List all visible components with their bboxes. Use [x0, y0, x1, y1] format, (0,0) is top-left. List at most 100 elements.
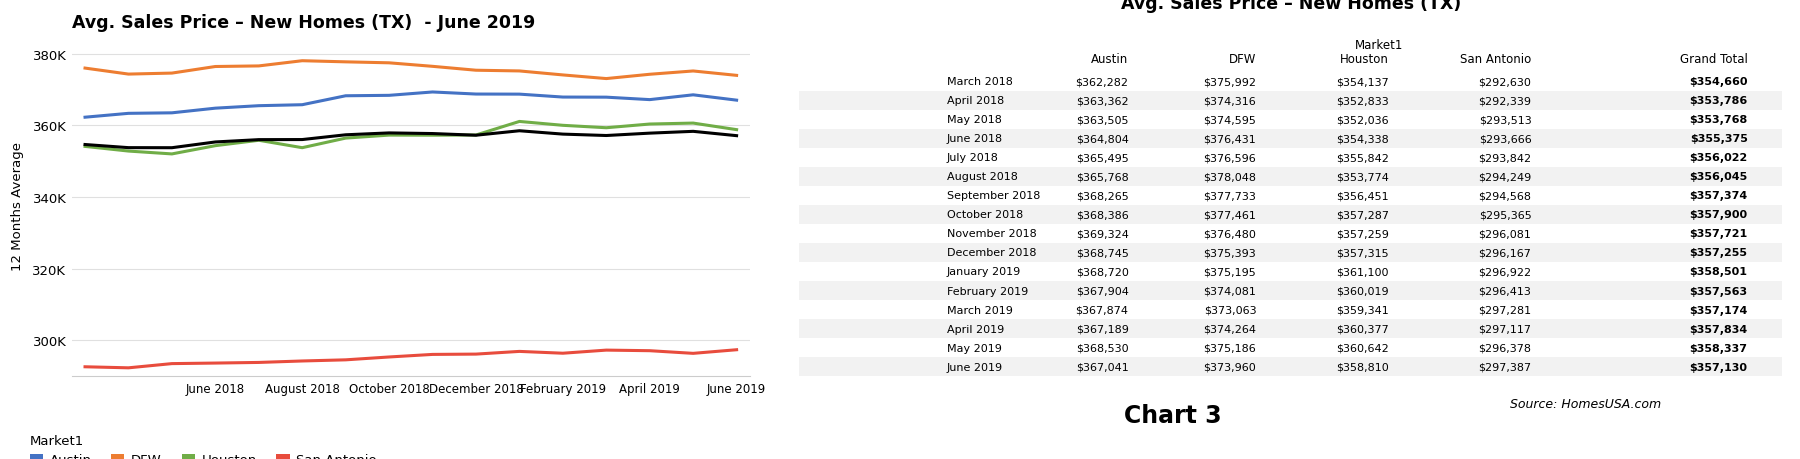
Text: June 2018: June 2018 — [947, 134, 1003, 144]
Text: $355,842: $355,842 — [1336, 153, 1390, 163]
Text: $361,100: $361,100 — [1336, 267, 1390, 277]
Text: December 2018: December 2018 — [947, 248, 1037, 258]
Text: $357,259: $357,259 — [1336, 229, 1390, 239]
FancyBboxPatch shape — [799, 73, 1782, 91]
Text: $374,316: $374,316 — [1204, 96, 1256, 106]
Text: September 2018: September 2018 — [947, 191, 1040, 201]
Text: $368,530: $368,530 — [1076, 343, 1129, 353]
Text: $296,413: $296,413 — [1478, 286, 1532, 296]
Text: $357,563: $357,563 — [1690, 286, 1748, 296]
Text: $367,874: $367,874 — [1076, 305, 1129, 315]
Text: $296,167: $296,167 — [1478, 248, 1532, 258]
Text: April 2018: April 2018 — [947, 96, 1004, 106]
Text: October 2018: October 2018 — [947, 210, 1022, 220]
FancyBboxPatch shape — [799, 168, 1782, 186]
Text: $297,117: $297,117 — [1478, 324, 1532, 334]
FancyBboxPatch shape — [799, 338, 1782, 358]
Text: $368,265: $368,265 — [1076, 191, 1129, 201]
Legend: Austin, DFW, Houston, San Antonio: Austin, DFW, Houston, San Antonio — [25, 429, 382, 459]
Text: $354,137: $354,137 — [1336, 77, 1390, 87]
Text: $292,630: $292,630 — [1478, 77, 1532, 87]
FancyBboxPatch shape — [799, 243, 1782, 263]
Text: $357,174: $357,174 — [1688, 305, 1748, 315]
Text: $357,721: $357,721 — [1690, 229, 1748, 239]
Text: Chart 3: Chart 3 — [1123, 403, 1222, 427]
Text: Market1: Market1 — [1355, 39, 1404, 52]
Text: $363,362: $363,362 — [1076, 96, 1129, 106]
Text: $295,365: $295,365 — [1478, 210, 1532, 220]
FancyBboxPatch shape — [799, 281, 1782, 300]
FancyBboxPatch shape — [799, 129, 1782, 148]
Text: $293,666: $293,666 — [1478, 134, 1532, 144]
Y-axis label: 12 Months Average: 12 Months Average — [11, 142, 23, 271]
FancyBboxPatch shape — [799, 358, 1782, 376]
Text: $356,045: $356,045 — [1690, 172, 1748, 182]
FancyBboxPatch shape — [799, 186, 1782, 205]
Text: $297,387: $297,387 — [1478, 362, 1532, 372]
Text: May 2018: May 2018 — [947, 115, 1001, 125]
Text: $357,315: $357,315 — [1336, 248, 1390, 258]
Text: $357,374: $357,374 — [1690, 191, 1748, 201]
Text: $360,642: $360,642 — [1336, 343, 1390, 353]
Text: $363,505: $363,505 — [1076, 115, 1129, 125]
Text: $354,338: $354,338 — [1336, 134, 1390, 144]
Text: $356,451: $356,451 — [1336, 191, 1390, 201]
Text: May 2019: May 2019 — [947, 343, 1001, 353]
Text: $359,341: $359,341 — [1336, 305, 1390, 315]
Text: $368,386: $368,386 — [1076, 210, 1129, 220]
Text: $360,377: $360,377 — [1336, 324, 1390, 334]
Text: $293,513: $293,513 — [1478, 115, 1532, 125]
Text: $293,842: $293,842 — [1478, 153, 1532, 163]
Text: June 2019: June 2019 — [947, 362, 1003, 372]
Text: $378,048: $378,048 — [1204, 172, 1256, 182]
FancyBboxPatch shape — [799, 205, 1782, 224]
Text: Houston: Houston — [1339, 53, 1390, 66]
FancyBboxPatch shape — [799, 263, 1782, 281]
Text: $376,431: $376,431 — [1204, 134, 1256, 144]
Text: $374,264: $374,264 — [1204, 324, 1256, 334]
Text: $352,833: $352,833 — [1336, 96, 1390, 106]
Text: $358,810: $358,810 — [1336, 362, 1390, 372]
Text: $358,337: $358,337 — [1690, 343, 1748, 353]
Text: March 2018: March 2018 — [947, 77, 1013, 87]
Text: $352,036: $352,036 — [1336, 115, 1390, 125]
Text: $360,019: $360,019 — [1336, 286, 1390, 296]
Text: $375,992: $375,992 — [1204, 77, 1256, 87]
Text: $377,461: $377,461 — [1204, 210, 1256, 220]
FancyBboxPatch shape — [799, 148, 1782, 168]
Text: $357,130: $357,130 — [1690, 362, 1748, 372]
Text: $357,287: $357,287 — [1336, 210, 1390, 220]
Text: Grand Total: Grand Total — [1679, 53, 1748, 66]
Text: July 2018: July 2018 — [947, 153, 999, 163]
Text: $374,081: $374,081 — [1204, 286, 1256, 296]
Text: San Antonio: San Antonio — [1460, 53, 1532, 66]
Text: $294,249: $294,249 — [1478, 172, 1532, 182]
Text: $376,480: $376,480 — [1204, 229, 1256, 239]
Text: $367,041: $367,041 — [1076, 362, 1129, 372]
Text: $357,900: $357,900 — [1690, 210, 1748, 220]
Text: $297,281: $297,281 — [1478, 305, 1532, 315]
Text: January 2019: January 2019 — [947, 267, 1021, 277]
Text: March 2019: March 2019 — [947, 305, 1013, 315]
Text: $355,375: $355,375 — [1690, 134, 1748, 144]
Text: $294,568: $294,568 — [1478, 191, 1532, 201]
FancyBboxPatch shape — [799, 319, 1782, 338]
FancyBboxPatch shape — [799, 300, 1782, 319]
Text: $365,768: $365,768 — [1076, 172, 1129, 182]
Text: November 2018: November 2018 — [947, 229, 1037, 239]
Text: February 2019: February 2019 — [947, 286, 1028, 296]
Text: $296,081: $296,081 — [1478, 229, 1532, 239]
Text: $362,282: $362,282 — [1076, 77, 1129, 87]
Text: $296,922: $296,922 — [1478, 267, 1532, 277]
Text: $368,745: $368,745 — [1076, 248, 1129, 258]
Text: $353,774: $353,774 — [1336, 172, 1390, 182]
Text: $367,189: $367,189 — [1076, 324, 1129, 334]
Text: $375,186: $375,186 — [1204, 343, 1256, 353]
Text: $296,378: $296,378 — [1478, 343, 1532, 353]
Text: April 2019: April 2019 — [947, 324, 1004, 334]
FancyBboxPatch shape — [799, 91, 1782, 110]
Text: $375,393: $375,393 — [1204, 248, 1256, 258]
Text: $292,339: $292,339 — [1478, 96, 1532, 106]
Text: $353,768: $353,768 — [1690, 115, 1748, 125]
Text: $375,195: $375,195 — [1204, 267, 1256, 277]
